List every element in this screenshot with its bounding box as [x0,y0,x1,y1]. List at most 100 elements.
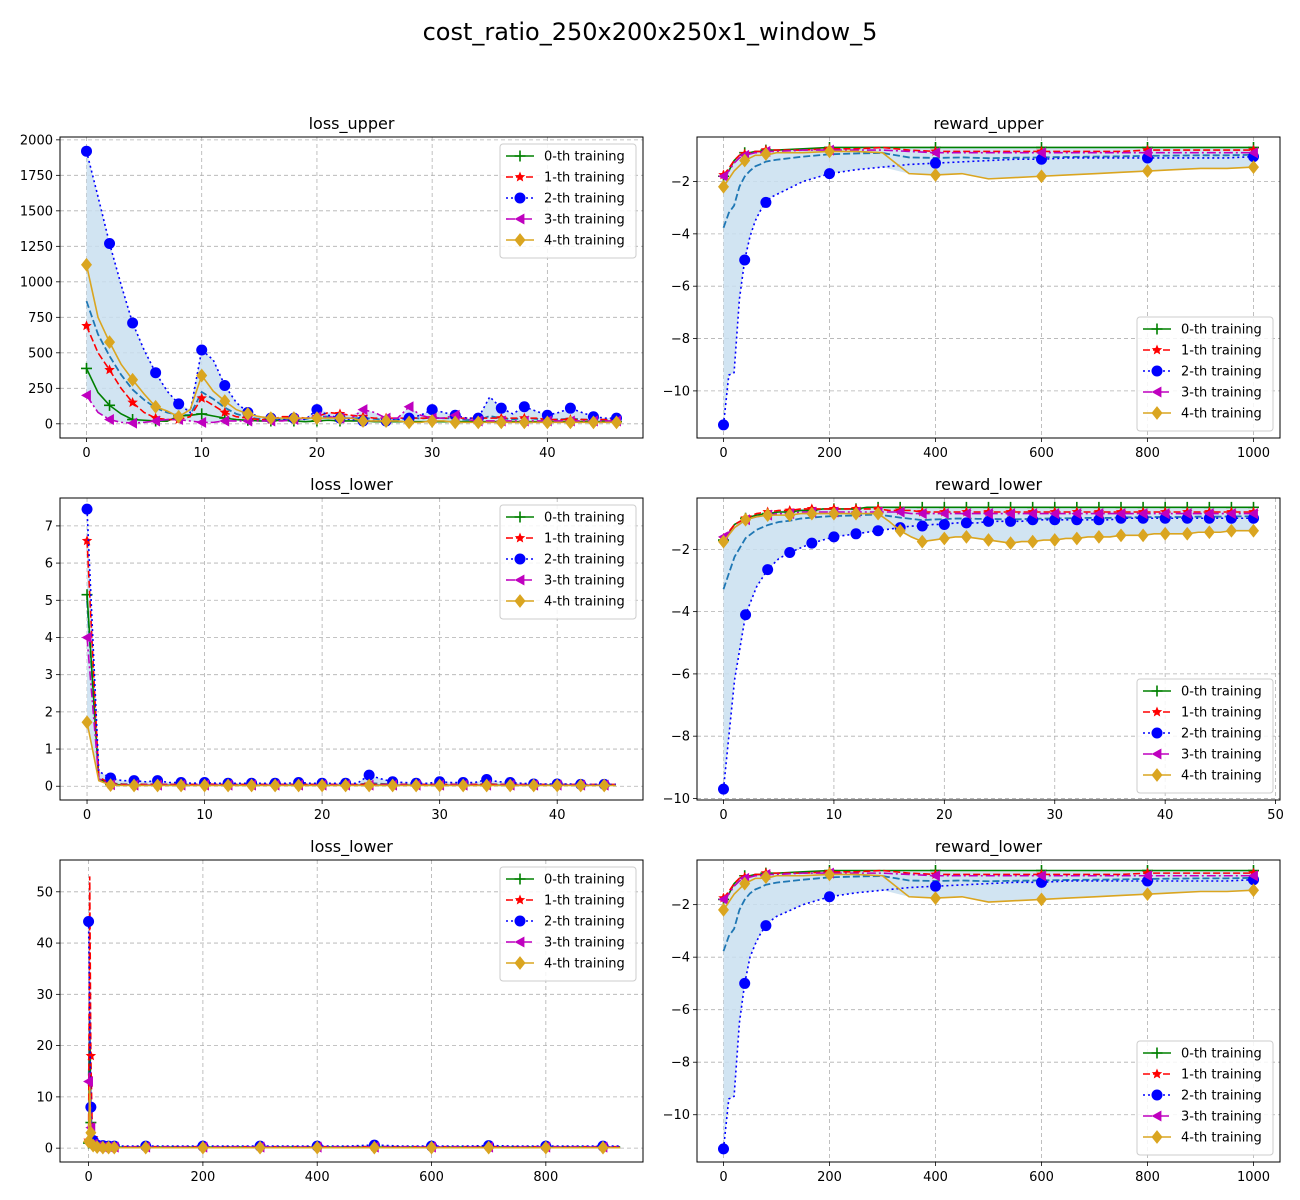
legend: 0-th training 1-th training 2-th training 3… [499,504,637,620]
axes-frame [59,497,644,801]
axes-frame [696,497,1281,801]
legend-marker-4 [514,594,526,608]
y-tick-label: 750 [28,311,53,326]
data-point-2 [739,254,751,266]
y-tick-label: 40 [36,937,53,952]
y-tick-label: −2 [671,898,690,913]
legend-label: 4-th training [1181,1131,1262,1146]
x-tick-label: 600 [419,1170,444,1185]
data-point-4 [311,1140,323,1155]
data-point-2 [760,920,772,932]
y-tick-label: −6 [671,1003,690,1018]
data-point-4 [718,903,729,917]
legend-box [1136,678,1274,794]
data-point-4 [598,778,610,793]
data-point-4 [983,533,994,547]
data-point-4 [504,778,516,793]
legend-label: 4-th training [544,957,625,972]
data-point-3 [1248,508,1258,520]
data-point-2 [127,317,139,329]
legend-marker-2 [1151,365,1163,377]
data-point-4 [960,530,972,544]
legend: 0-th training 1-th training 2-th training 3… [1136,1040,1274,1156]
data-point-2 [81,503,93,515]
data-point-3 [930,147,940,159]
data-point-2 [762,564,774,576]
x-tick-label: 200 [190,1170,215,1185]
legend-box [1136,316,1274,432]
data-point-4 [199,778,211,793]
legend-box [499,866,637,982]
chart-title: loss_lower [310,837,393,857]
legend-marker-1 [1151,344,1163,355]
legend-marker-3 [514,213,525,225]
x-tick-label: 10 [826,808,843,823]
data-point-4 [1142,887,1153,902]
data-point-4 [739,153,751,168]
data-point-2 [739,977,751,989]
data-point-3 [219,415,230,427]
x-tick-label: 30 [1046,808,1063,823]
legend-label: 2-th training [544,915,625,930]
data-point-4 [894,523,906,538]
plot-area [718,865,1259,1155]
x-tick-label: 400 [923,1170,948,1185]
data-point-3 [196,416,207,428]
data-point-4 [1027,534,1039,549]
legend-label: 3-th training [1181,386,1262,401]
data-point-3 [150,415,161,427]
legend-label: 0-th training [1181,323,1262,338]
data-point-4 [597,1140,609,1155]
data-point-3 [1005,508,1015,520]
mean-line [86,600,616,786]
y-tick-label: −4 [671,227,690,242]
x-tick-label: 800 [533,1170,558,1185]
data-point-2 [916,520,928,532]
data-point-4 [81,257,92,272]
data-point-4 [760,870,772,884]
data-point-4 [930,168,941,182]
data-point-2 [718,1143,729,1155]
data-point-4 [380,414,392,428]
legend-label: 3-th training [1181,1110,1262,1125]
chart-reward_upper_top: 0 200 400 600 800 1000 −2 −4 −6 −8 −10 reward_upper… [663,114,1281,461]
data-point-4 [242,406,254,421]
data-point-3 [1142,870,1152,882]
x-tick-label: 20 [936,808,953,823]
axes-frame [696,136,1281,439]
data-point-4 [457,778,469,793]
data-point-3 [1036,870,1046,882]
y-tick-label: −2 [671,175,690,190]
x-tick-label: 1000 [1237,1170,1270,1185]
data-point-1 [104,364,115,375]
y-tick-label: 7 [45,519,53,534]
y-tick-label: −10 [663,1108,690,1123]
data-point-3 [357,404,368,416]
data-point-4 [103,1140,115,1155]
data-point-2 [960,517,972,529]
legend-marker-0 [514,511,526,523]
series-line-4 [87,1086,621,1149]
data-point-3 [916,508,927,520]
legend-marker-3 [514,936,525,948]
legend-label: 2-th training [544,553,625,568]
series-line-3 [87,1071,621,1148]
legend-marker-0 [514,150,526,162]
data-point-2 [824,168,835,180]
legend-marker-1 [514,532,526,543]
y-tick-label: 0 [45,1142,53,1157]
legend-label: 1-th training [544,894,625,909]
y-tick-label: −8 [671,1056,690,1071]
data-point-4 [426,414,438,428]
data-point-4 [1248,523,1259,538]
data-point-4 [1248,883,1259,898]
data-point-2 [983,515,994,527]
data-point-2 [426,404,438,416]
x-tick-label: 0 [719,446,727,461]
min-max-band [86,151,617,424]
data-point-0 [104,399,116,411]
data-point-4 [340,778,352,793]
data-point-3 [718,893,728,905]
series-line-1 [85,325,617,421]
data-point-4 [481,778,493,793]
